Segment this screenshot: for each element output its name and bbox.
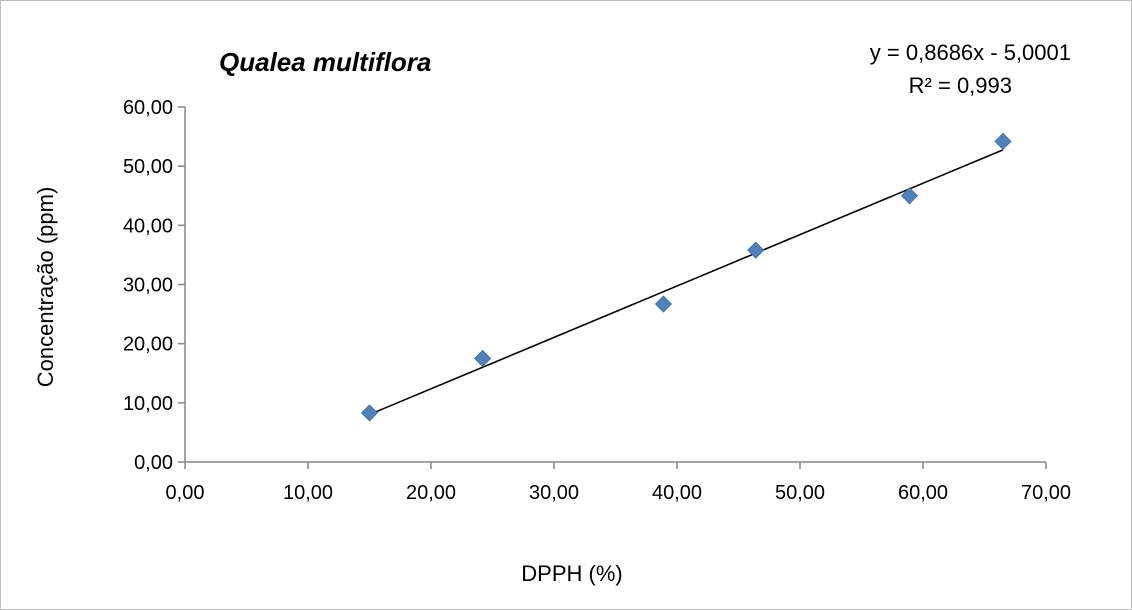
trendline-layer — [369, 149, 1004, 416]
x-tick-label: 70,00 — [1021, 482, 1071, 504]
y-tick-label: 10,00 — [123, 393, 173, 415]
y-tick-label: 30,00 — [123, 275, 173, 297]
trendline — [369, 149, 1004, 416]
y-tick-label: 60,00 — [123, 97, 173, 119]
y-tick-label: 50,00 — [123, 156, 173, 178]
ticks: 0,00 10,00 20,00 30,00 40,00 50,00 60,00 0,00 10… — [123, 97, 1071, 504]
x-axis-title: DPPH (%) — [521, 561, 622, 586]
axes — [184, 107, 1046, 463]
chart-title: Qualea multiflora — [219, 47, 431, 77]
data-point — [900, 187, 919, 205]
y-tick-label: 20,00 — [123, 334, 173, 356]
x-tick-label: 60,00 — [898, 482, 948, 504]
data-point — [747, 241, 765, 259]
points-layer — [360, 132, 1012, 422]
x-tick-label: 0,00 — [166, 482, 205, 504]
x-tick-label: 50,00 — [775, 482, 825, 504]
data-point — [994, 132, 1012, 150]
x-tick-label: 30,00 — [529, 482, 579, 504]
y-axis-title: Concentração (ppm) — [33, 187, 58, 388]
y-tick-label: 40,00 — [123, 215, 173, 237]
data-point — [654, 295, 673, 313]
y-tick-label: 0,00 — [134, 452, 173, 474]
trendline-r2: R² = 0,993 — [909, 73, 1012, 98]
x-tick-label: 20,00 — [406, 482, 456, 504]
x-tick-label: 10,00 — [283, 482, 333, 504]
data-point — [474, 349, 492, 368]
trendline-equation: y = 0,8686x - 5,0001 — [870, 40, 1071, 65]
x-tick-label: 40,00 — [652, 482, 702, 504]
data-point — [360, 404, 379, 422]
